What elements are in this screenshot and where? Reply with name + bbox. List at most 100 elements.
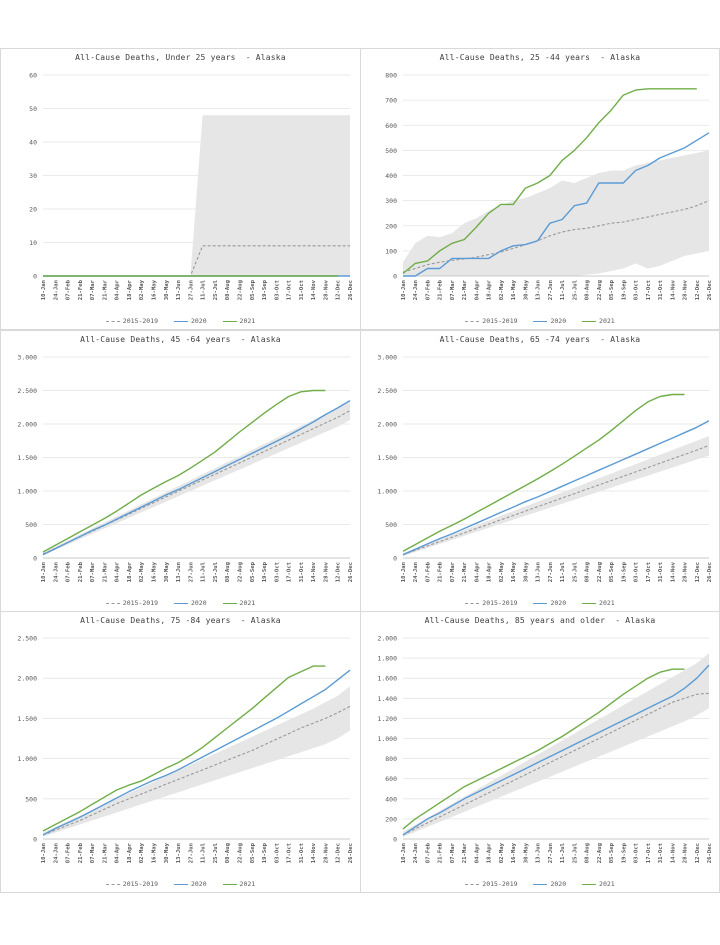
chart-title: All-Cause Deaths, 65 -74 years - Alaska: [439, 335, 641, 344]
legend-swatch-dashed: [465, 602, 480, 604]
legend-label: 2021: [599, 599, 615, 607]
legend-label: 2021: [599, 317, 615, 325]
x-tick-label: 21-Mar: [462, 561, 468, 582]
x-tick-label: 12-Dec: [336, 843, 342, 863]
x-tick-label: 07-Feb: [66, 279, 72, 300]
x-tick-label: 03-Oct: [274, 562, 280, 582]
legend-label: 2020: [550, 599, 567, 607]
x-tick-label: 04-Apr: [115, 279, 121, 300]
x-tick-label: 30-May: [523, 279, 529, 300]
legend-label: 2015-2019: [122, 880, 159, 888]
x-tick-label: 21-Mar: [102, 842, 108, 863]
series-2015-2019-line: [402, 692, 710, 836]
series-2020-line: [42, 669, 351, 836]
x-tick-label: 05-Sep: [250, 561, 256, 582]
legend-label: 2015-2019: [122, 317, 159, 325]
x-tick-label: 21-Feb: [78, 561, 84, 582]
chart-panel-under-25: All-Cause Deaths, Under 25 years - Alask…: [0, 48, 361, 330]
x-tick-label: 07-Mar: [450, 279, 456, 300]
x-tick-label: 31-Oct: [299, 562, 305, 582]
y-tick-label: 1.000: [377, 735, 397, 743]
x-tick-label: 05-Sep: [250, 842, 256, 863]
x-tick-label: 19-Sep: [621, 842, 627, 863]
x-tick-label: 26-Dec: [707, 562, 713, 582]
y-tick-label: 1.000: [377, 488, 397, 496]
y-tick-label: 0: [33, 836, 37, 844]
y-tick-label: 0: [393, 836, 397, 844]
legend-item-2020: 2020: [533, 599, 566, 607]
x-tick-label: 13-Jun: [536, 280, 542, 300]
x-tick-label: 12-Dec: [695, 843, 701, 863]
legend-swatch-green: [582, 320, 597, 322]
y-tick-label: 0: [33, 555, 37, 563]
range-band: [403, 653, 709, 837]
x-tick-label: 25-Jul: [572, 562, 578, 582]
x-tick-label: 17-Oct: [646, 562, 652, 582]
x-tick-label: 13-Jun: [536, 562, 542, 582]
y-tick-label: 2.000: [377, 635, 397, 643]
x-tick-label: 08-Aug: [225, 843, 231, 863]
chart-legend: 2015-2019 2020 2021: [361, 316, 719, 325]
x-tick-label: 10-Jan: [41, 843, 47, 863]
y-tick-label: 2.000: [377, 421, 397, 429]
x-tick-label: 07-Feb: [425, 842, 431, 863]
range-band: [403, 150, 709, 276]
legend-item-2021: 2021: [582, 317, 615, 325]
x-tick-label: 11-Jul: [201, 843, 207, 863]
x-tick-label: 30-May: [164, 279, 170, 300]
x-tick-label: 19-Sep: [621, 279, 627, 300]
series-2021-line: [42, 389, 326, 553]
x-tick-label: 08-Aug: [225, 562, 231, 582]
legend-swatch-blue: [173, 320, 188, 322]
x-tick-label: 28-Nov: [683, 279, 689, 300]
x-tick-label: 10-Jan: [41, 562, 47, 582]
x-tick-label: 18-Apr: [127, 842, 133, 863]
chart-title: All-Cause Deaths, Under 25 years - Alask…: [75, 53, 286, 62]
x-tick-label: 05-Sep: [609, 842, 615, 863]
legend-swatch-dashed: [105, 320, 120, 322]
x-tick-label: 04-Apr: [474, 279, 480, 300]
x-tick-label: 22-Aug: [237, 280, 243, 300]
x-tick-label: 21-Feb: [78, 842, 84, 863]
legend-swatch-blue: [173, 602, 188, 604]
y-tick-label: 1.600: [377, 675, 397, 683]
x-tick-label: 21-Mar: [102, 561, 108, 582]
legend-swatch-blue: [533, 883, 548, 885]
y-tick-label: 1.200: [377, 715, 397, 723]
legend-swatch-green: [222, 602, 237, 604]
x-tick-label: 30-May: [164, 561, 170, 582]
y-tick-label: 1.000: [17, 488, 37, 496]
legend-swatch-green: [222, 320, 237, 322]
chart-legend: 2015-2019 2020 2021: [1, 598, 360, 607]
x-tick-label: 10-Jan: [401, 280, 407, 300]
y-tick-label: 0: [33, 273, 37, 281]
x-tick-label: 28-Nov: [323, 561, 329, 582]
x-tick-label: 08-Aug: [585, 562, 591, 582]
x-tick-label: 26-Dec: [707, 280, 713, 300]
x-tick-label: 08-Aug: [585, 843, 591, 863]
x-tick-label: 16-May: [511, 561, 517, 582]
x-tick-label: 14-Nov: [670, 279, 676, 300]
legend-item-2015-2019: 2015-2019: [465, 880, 518, 888]
x-tick-label: 18-Apr: [487, 842, 493, 863]
y-tick-label: 3.000: [377, 354, 397, 362]
y-tick-label: 2.000: [17, 421, 37, 429]
x-tick-label: 31-Oct: [299, 843, 305, 863]
y-tick-label: 800: [385, 72, 397, 80]
x-tick-label: 05-Sep: [609, 561, 615, 582]
y-tick-label: 1.400: [377, 695, 397, 703]
series-2020-line: [42, 399, 351, 556]
x-tick-label: 18-Apr: [487, 279, 493, 300]
legend-label: 2020: [190, 599, 207, 607]
x-tick-label: 04-Apr: [115, 842, 121, 863]
x-tick-label: 08-Aug: [585, 280, 591, 300]
y-tick-label: 0: [393, 555, 397, 563]
x-tick-label: 14-Nov: [311, 279, 317, 300]
legend-label: 2021: [239, 317, 256, 325]
x-tick-label: 22-Aug: [597, 280, 603, 300]
y-tick-label: 500: [25, 521, 37, 529]
x-tick-label: 24-Jan: [53, 843, 59, 863]
x-tick-label: 27-Jun: [188, 562, 194, 582]
x-tick-label: 26-Dec: [348, 562, 354, 582]
chart-title: All-Cause Deaths, 25 -44 years - Alaska: [439, 53, 641, 62]
